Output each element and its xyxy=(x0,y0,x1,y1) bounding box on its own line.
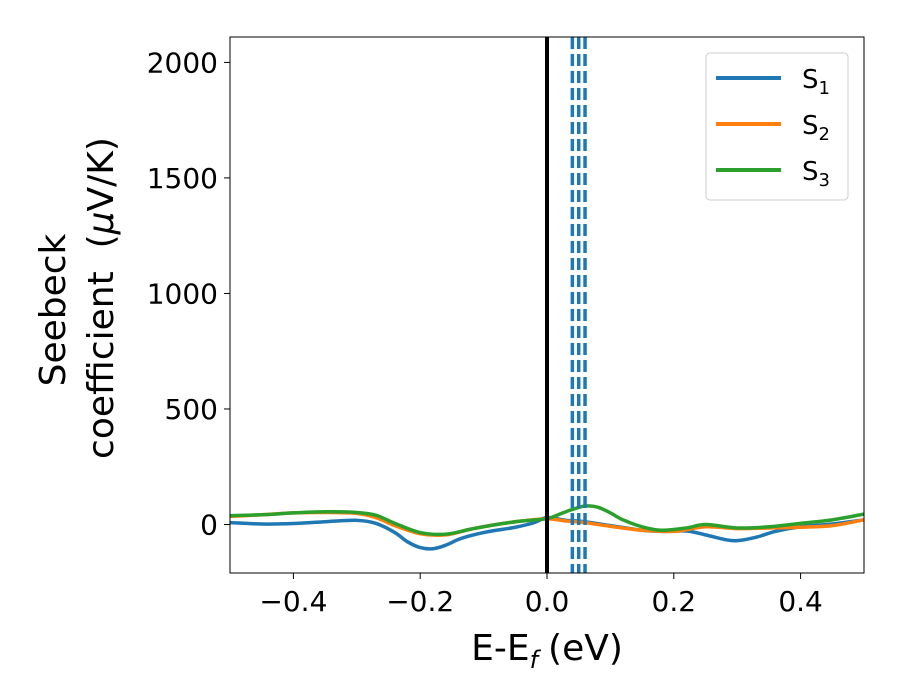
y-axis-title-line1: Seebeck xyxy=(33,233,74,386)
x-axis-title: E-Ef (eV) xyxy=(471,628,623,674)
y-tick-label: 1000 xyxy=(147,277,218,310)
legend-label-s3-sub: 3 xyxy=(819,170,830,191)
legend-label-s1-sub: 1 xyxy=(819,78,830,99)
legend-entry-s2: S2 xyxy=(716,111,830,145)
x-axis-title-main: E-E xyxy=(471,628,529,669)
y-axis-title-unit: V/K) xyxy=(81,137,122,211)
legend-label-s2-sub: 2 xyxy=(819,124,830,145)
legend-entry-s3: S3 xyxy=(716,157,830,191)
y-tick-label: 2000 xyxy=(147,46,218,79)
legend-entry-s1: S1 xyxy=(716,65,830,99)
legend-label-s2: S2 xyxy=(802,111,830,145)
x-tick-label: −0.4 xyxy=(259,585,327,618)
axis-ticks: −0.4 −0.2 0.0 0.2 0.4 0 500 1000 1500 2000 xyxy=(147,46,823,618)
series-line-s1 xyxy=(230,515,864,551)
plot-area xyxy=(230,37,864,573)
y-axis-title-mu: μ xyxy=(81,211,122,235)
legend-label-s3-name: S xyxy=(802,157,819,187)
legend-box xyxy=(705,52,849,201)
x-tick-label: 0.2 xyxy=(652,585,697,618)
x-tick-label: 0.0 xyxy=(525,585,570,618)
x-axis-title-unit: (eV) xyxy=(548,628,623,669)
legend-label-s1: S1 xyxy=(802,65,830,99)
x-tick-label: 0.4 xyxy=(778,585,823,618)
series-line-s3 xyxy=(230,504,864,537)
legend-label-s2-name: S xyxy=(802,111,819,141)
y-tick-label: 1500 xyxy=(147,162,218,195)
y-axis-title-line2: coefficient (μV/K) xyxy=(81,137,122,459)
legend: S1 S2 S3 xyxy=(705,52,849,201)
y-tick-label: 0 xyxy=(200,508,218,541)
legend-label-s1-name: S xyxy=(802,65,819,95)
x-tick-label: −0.2 xyxy=(386,585,454,618)
x-axis-title-subscript: f xyxy=(530,646,542,674)
y-tick-label: 500 xyxy=(165,393,218,426)
y-axis-title-line2-main: coefficient ( xyxy=(81,234,122,459)
legend-label-s3: S3 xyxy=(802,157,830,191)
